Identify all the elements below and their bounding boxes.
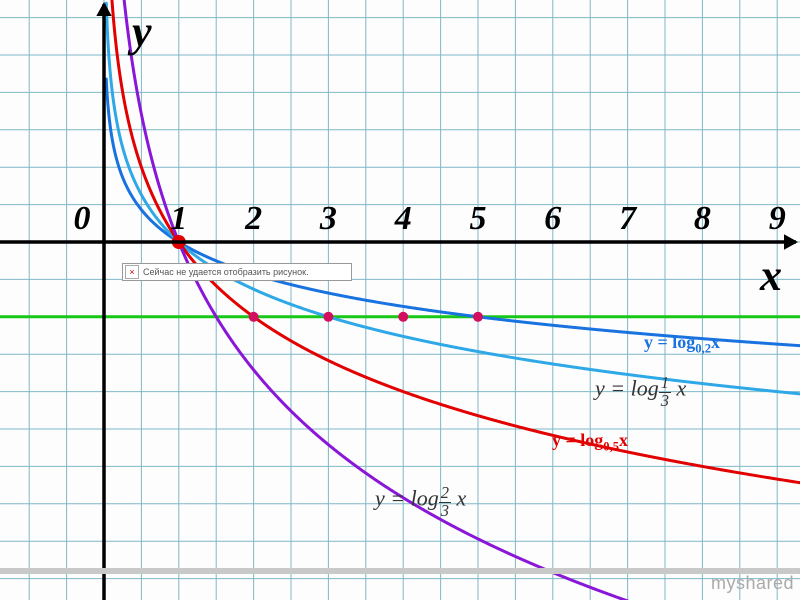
- label-log_0.5: y = log0,5x: [552, 430, 628, 455]
- formula-log_2_3: y = log23 x: [375, 485, 466, 519]
- watermark: myshared: [711, 573, 794, 594]
- broken-image-icon: ×: [125, 265, 139, 279]
- tick-5: 5: [470, 200, 487, 238]
- labels-layer: y x 0 1 2 3 4 5 6 7 8 9 y = log0,2x y = log13 x y = lo…: [0, 0, 800, 600]
- label-log_0.2: y = log0,2x: [644, 332, 720, 357]
- chart-root: y x 0 1 2 3 4 5 6 7 8 9 y = log0,2x y = log13 x y = lo…: [0, 0, 800, 600]
- formula-log_1_3: y = log13 x: [595, 375, 686, 409]
- tick-3: 3: [320, 200, 337, 238]
- tick-8: 8: [694, 200, 711, 238]
- tick-2: 2: [245, 200, 262, 238]
- broken-image-placeholder: × Сейчас не удается отобразить рисунок.: [122, 263, 352, 281]
- tick-7: 7: [619, 200, 636, 238]
- tick-9: 9: [769, 200, 786, 238]
- y-axis-label: y: [132, 6, 152, 57]
- tick-1: 1: [170, 200, 187, 238]
- tick-6: 6: [544, 200, 561, 238]
- bottom-bar: [0, 568, 800, 574]
- tick-0: 0: [74, 200, 91, 238]
- tick-4: 4: [395, 200, 412, 238]
- broken-image-text: Сейчас не удается отобразить рисунок.: [143, 267, 309, 277]
- x-axis-label: x: [760, 250, 782, 301]
